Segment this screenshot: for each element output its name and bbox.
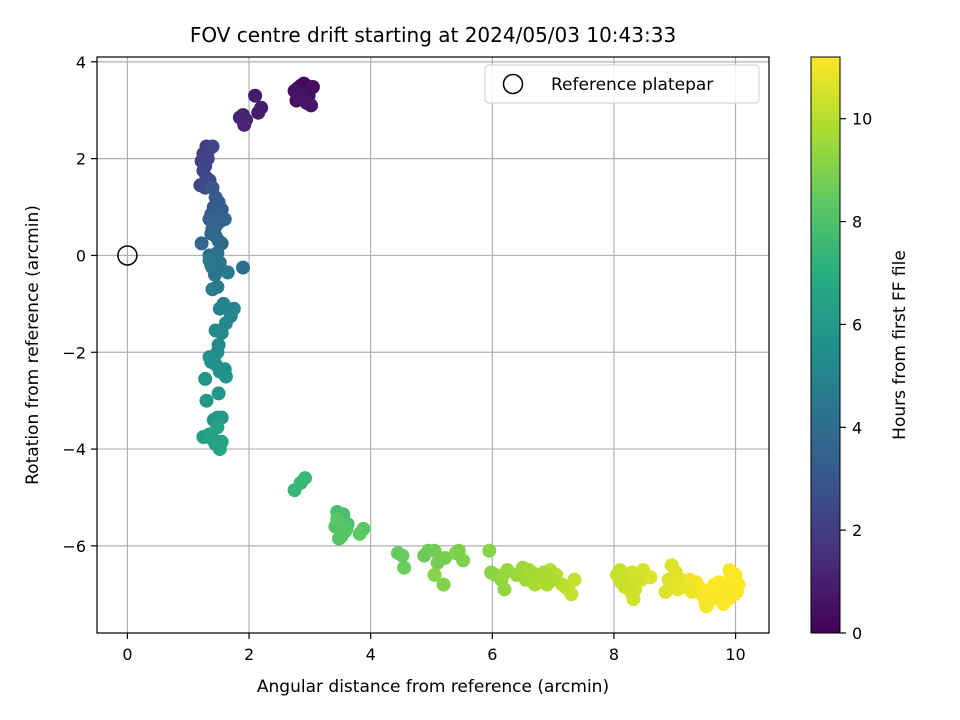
data-point [208, 267, 222, 282]
plot-frame [96, 56, 770, 634]
data-point [332, 531, 346, 546]
colorbar-tick-label: 6 [852, 315, 862, 334]
data-point [427, 543, 442, 558]
data-point [658, 584, 673, 599]
chart-title: FOV centre drift starting at 2024/05/03 … [190, 23, 676, 47]
data-point [437, 551, 452, 565]
data-point [397, 560, 412, 575]
y-tick-label: −6 [62, 537, 86, 556]
data-point [205, 282, 220, 297]
data-point [298, 471, 312, 486]
data-point [212, 442, 227, 457]
data-point [330, 512, 345, 527]
y-tick-label: 0 [76, 246, 86, 265]
data-point [208, 357, 223, 372]
data-point [200, 151, 215, 166]
x-axis-ticks: 0 2 4 6 8 10 [122, 633, 746, 664]
y-tick-label: 2 [76, 150, 86, 169]
data-point [567, 572, 582, 587]
data-point [214, 325, 229, 340]
data-point [220, 265, 235, 280]
data-point [248, 88, 263, 103]
x-tick-label: 10 [725, 645, 745, 664]
data-point [395, 548, 410, 563]
y-tick-label: 4 [76, 53, 86, 72]
data-point [436, 577, 451, 592]
y-axis-ticks: −6 −4 −2 0 2 4 [62, 53, 97, 556]
data-points [193, 76, 746, 614]
data-point [723, 570, 738, 585]
data-point [717, 587, 732, 602]
y-axis-label: Rotation from reference (arcmin) [23, 205, 43, 485]
data-point [211, 386, 226, 401]
x-tick-label: 8 [609, 645, 619, 664]
colorbar-tick-label: 8 [852, 213, 862, 232]
colorbar-tick-label: 4 [852, 418, 862, 437]
data-point [236, 260, 250, 275]
y-tick-label: −2 [62, 343, 86, 362]
data-point [496, 567, 511, 582]
legend-box [484, 64, 760, 104]
data-point [210, 420, 225, 435]
x-tick-label: 2 [244, 645, 254, 664]
colorbar-frame [810, 56, 841, 634]
data-point [684, 584, 699, 599]
data-point [456, 553, 471, 568]
data-point [218, 369, 233, 384]
data-point [202, 253, 217, 268]
data-point [497, 582, 512, 597]
data-point [705, 592, 720, 607]
data-point [205, 139, 220, 154]
data-point [636, 563, 651, 578]
data-point [564, 587, 579, 602]
data-point [194, 236, 209, 251]
data-point [251, 105, 266, 120]
reference-platepar-marker [117, 245, 138, 266]
data-point [482, 543, 497, 558]
colorbar-tick-label: 0 [852, 624, 862, 643]
colorbar-ticks: 0 2 4 6 8 10 [840, 110, 872, 643]
data-point [198, 371, 213, 386]
data-point [669, 565, 683, 580]
data-point [427, 567, 442, 582]
data-point [206, 224, 221, 239]
data-point [711, 575, 726, 590]
x-axis-label: Angular distance from reference (arcmin) [257, 677, 609, 697]
x-tick-label: 0 [122, 645, 132, 664]
x-tick-label: 6 [487, 645, 497, 664]
legend-label: Reference platepar [551, 75, 713, 95]
data-point [223, 309, 238, 323]
data-point [352, 526, 367, 541]
data-point [626, 592, 641, 607]
x-tick-label: 4 [366, 645, 376, 664]
data-point [217, 212, 232, 227]
data-point [304, 98, 319, 113]
colorbar-tick-label: 10 [852, 110, 872, 129]
legend: Reference platepar [484, 64, 760, 104]
data-point [339, 521, 354, 536]
colorbar-label: Hours from first FF file [890, 250, 910, 440]
data-point [212, 301, 227, 316]
colorbar [811, 57, 840, 633]
data-point [199, 393, 214, 408]
legend-marker-icon [502, 73, 524, 95]
data-point [614, 575, 629, 590]
data-point [521, 563, 536, 578]
y-tick-label: −4 [62, 440, 86, 459]
colorbar-tick-label: 2 [852, 521, 862, 540]
data-point [237, 117, 252, 132]
